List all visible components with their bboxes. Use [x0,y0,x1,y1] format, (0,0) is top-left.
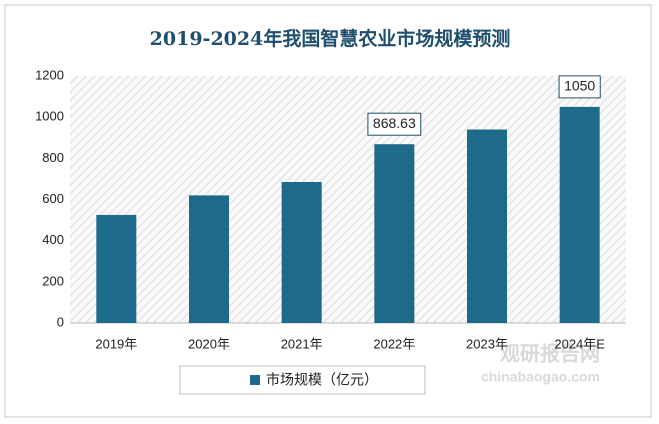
y-tick-label: 400 [42,232,64,247]
x-tick-label: 2020年 [188,336,230,351]
x-tick-label: 2021年 [281,336,323,351]
data-label-box [558,75,601,99]
bar [467,129,507,323]
data-label: 1050 [564,78,595,94]
y-tick-label: 0 [57,314,64,329]
y-tick-label: 1200 [35,67,64,82]
y-tick-label: 200 [42,273,64,288]
legend-label: 市场规模（亿元） [266,372,378,388]
watermark-url: chinabaogao.com [481,369,600,385]
y-tick-label: 600 [42,191,64,206]
bar [281,182,322,323]
x-tick-label: 2019年 [95,336,137,351]
bar [189,195,229,323]
watermark-name: 观研报告网 [500,341,600,365]
plot-area [70,76,626,323]
x-tick-label: 2024年E [554,336,605,351]
bar [374,144,415,323]
x-tick-label: 2023年 [466,336,508,351]
y-tick-label: 1000 [35,109,64,124]
data-label-box [367,112,422,136]
y-tick-label: 800 [42,150,64,165]
legend-marker [250,375,260,385]
data-label: 868.63 [373,115,416,131]
bar [96,214,137,323]
chart-title: 2019-2024年我国智慧农业市场规模预测 [150,27,511,50]
bar [559,106,600,323]
x-tick-label: 2022年 [373,336,415,351]
legend-box [179,365,426,395]
